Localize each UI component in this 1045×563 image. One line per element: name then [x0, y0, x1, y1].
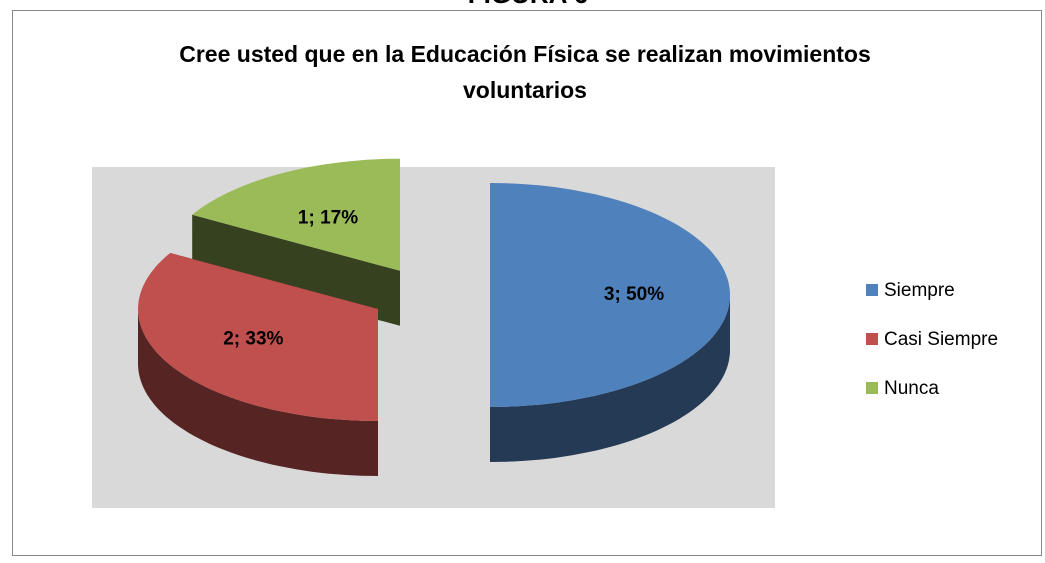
legend: Siempre Casi Siempre Nunca — [866, 280, 998, 399]
legend-label: Casi Siempre — [884, 329, 998, 350]
slice-top — [192, 158, 400, 271]
slice-top — [138, 253, 378, 421]
pie: 1; 17% 3; 50% 2; 33% — [138, 158, 730, 476]
slice-top — [490, 183, 730, 407]
legend-swatch — [866, 382, 878, 394]
data-label: 1; 17% — [298, 207, 358, 228]
data-label: 2; 33% — [223, 328, 283, 349]
pie-slice — [490, 183, 730, 462]
figure-header: FIGURA 6 — [468, 0, 588, 9]
data-label: 3; 50% — [604, 284, 664, 305]
slice-wall — [490, 295, 730, 462]
title-box: Cree usted que en la Educación Física se… — [179, 41, 871, 103]
slice-cut-face — [192, 214, 400, 326]
pie-slice — [192, 158, 400, 326]
slice-wall — [138, 309, 378, 476]
legend-label: Siempre — [884, 280, 955, 301]
pie-slice — [138, 253, 378, 476]
chart-title: Cree usted que en la Educación Física se… — [179, 41, 871, 103]
legend-swatch — [866, 284, 878, 296]
legend-swatch — [866, 333, 878, 345]
legend-label: Nunca — [884, 378, 939, 399]
